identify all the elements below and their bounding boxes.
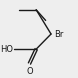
Text: O: O [26, 67, 33, 76]
Text: HO: HO [0, 45, 13, 54]
Text: Br: Br [54, 29, 63, 39]
